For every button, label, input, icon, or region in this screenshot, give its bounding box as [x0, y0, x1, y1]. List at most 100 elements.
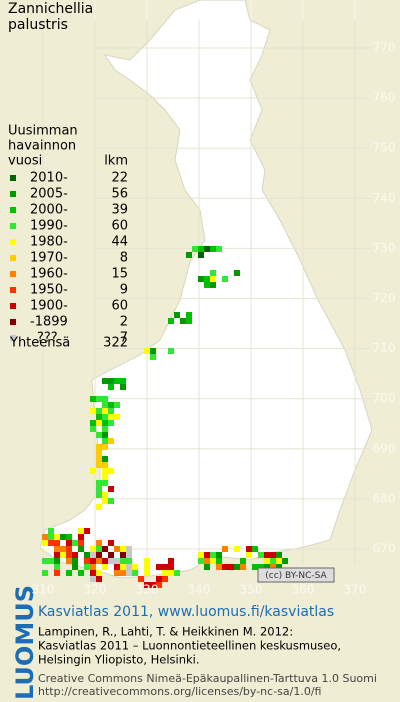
occurrence-cell: [156, 576, 162, 582]
legend-label: 1960-: [30, 267, 68, 282]
occurrence-cell: [72, 558, 78, 564]
occurrence-cell: [180, 318, 186, 324]
occurrence-cell: [240, 558, 246, 564]
x-grid-label: 360: [292, 583, 315, 597]
occurrence-cell: [120, 564, 126, 570]
occurrence-cell: [90, 570, 96, 576]
x-grid-label: 370: [344, 583, 367, 597]
occurrence-cell: [84, 558, 90, 564]
occurrence-cell: [102, 420, 108, 426]
occurrence-cell: [174, 570, 180, 576]
y-grid-label: 730: [373, 241, 396, 255]
occurrence-cell: [96, 450, 102, 456]
y-grid-label: 740: [373, 191, 396, 205]
occurrence-cell: [210, 276, 216, 282]
occurrence-cell: [54, 564, 60, 570]
occurrence-cell: [120, 558, 126, 564]
occurrence-cell: [168, 348, 174, 354]
occurrence-cell: [210, 558, 216, 564]
occurrence-cell: [96, 552, 102, 558]
occurrence-cell: [108, 438, 114, 444]
legend-swatch: [10, 191, 16, 197]
y-grid-label: 750: [373, 141, 396, 155]
occurrence-cell: [114, 546, 120, 552]
occurrence-cell: [114, 564, 120, 570]
occurrence-cell: [246, 546, 252, 552]
occurrence-cell: [126, 570, 132, 576]
occurrence-cell: [96, 456, 102, 462]
occurrence-cell: [102, 474, 108, 480]
occurrence-cell: [108, 468, 114, 474]
occurrence-cell: [126, 564, 132, 570]
occurrence-cell: [42, 558, 48, 564]
occurrence-cell: [198, 246, 204, 252]
occurrence-cell: [78, 570, 84, 576]
occurrence-cell: [102, 558, 108, 564]
x-grid-label: 350: [240, 583, 263, 597]
occurrence-cell: [108, 552, 114, 558]
occurrence-cell: [48, 540, 54, 546]
occurrence-cell: [198, 276, 204, 282]
occurrence-cell: [114, 558, 120, 564]
legend-swatch: [10, 255, 16, 261]
occurrence-cell: [156, 564, 162, 570]
occurrence-cell: [216, 558, 222, 564]
luomus-logo: LUOMUS: [11, 585, 39, 700]
legend-count: 2: [120, 315, 128, 330]
legend-heading: Uusimman: [8, 124, 78, 139]
occurrence-cell: [216, 564, 222, 570]
occurrence-cell: [126, 558, 132, 564]
occurrence-cell: [84, 552, 90, 558]
occurrence-cell: [72, 564, 78, 570]
occurrence-cell: [84, 528, 90, 534]
occurrence-cell: [120, 384, 126, 390]
occurrence-cell: [84, 564, 90, 570]
legend-swatch: [10, 175, 16, 181]
occurrence-cell: [228, 564, 234, 570]
occurrence-cell: [96, 396, 102, 402]
legend-label: 1950-: [30, 283, 68, 298]
occurrence-cell: [162, 576, 168, 582]
occurrence-cell: [90, 468, 96, 474]
occurrence-cell: [66, 570, 72, 576]
citation: Kasviatlas 2011 – Luonnontieteellinen ke…: [38, 639, 341, 653]
occurrence-cell: [96, 444, 102, 450]
occurrence-cell: [48, 534, 54, 540]
occurrence-cell: [258, 564, 264, 570]
occurrence-cell: [264, 552, 270, 558]
y-grid-label: 690: [373, 441, 396, 455]
occurrence-cell: [48, 528, 54, 534]
occurrence-cell: [48, 558, 54, 564]
legend-count: 8: [120, 251, 128, 266]
occurrence-cell: [54, 552, 60, 558]
occurrence-cell: [102, 396, 108, 402]
x-grid-label: 330: [136, 583, 159, 597]
occurrence-cell: [204, 246, 210, 252]
occurrence-cell: [90, 546, 96, 552]
occurrence-cell: [276, 552, 282, 558]
occurrence-cell: [96, 576, 102, 582]
occurrence-cell: [114, 378, 120, 384]
legend-count: 15: [111, 267, 128, 282]
occurrence-cell: [60, 534, 66, 540]
occurrence-cell: [120, 570, 126, 576]
occurrence-cell: [96, 540, 102, 546]
occurrence-cell: [108, 384, 114, 390]
legend-label: 1900-: [30, 299, 68, 314]
occurrence-cell: [120, 378, 126, 384]
occurrence-cell: [42, 540, 48, 546]
y-grid-label: 710: [373, 341, 396, 355]
legend-swatch: [10, 239, 16, 245]
legend-swatch: [10, 207, 16, 213]
occurrence-cell: [96, 486, 102, 492]
occurrence-cell: [90, 420, 96, 426]
legend-heading: vuosi: [8, 154, 42, 169]
legend-label: 1990-: [30, 219, 68, 234]
occurrence-cell: [102, 378, 108, 384]
occurrence-cell: [66, 540, 72, 546]
occurrence-cell: [90, 558, 96, 564]
legend-label: 1980-: [30, 235, 68, 250]
legend-count: 60: [111, 219, 128, 234]
headline: Kasviatlas 2011, www.luomus.fi/kasviatla…: [38, 604, 334, 620]
